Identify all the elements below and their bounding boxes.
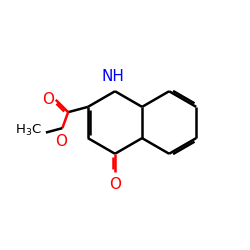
Text: O: O bbox=[109, 177, 121, 192]
Text: NH: NH bbox=[102, 69, 124, 84]
Text: O: O bbox=[42, 92, 54, 107]
Text: O: O bbox=[55, 134, 67, 150]
Text: H$_3$C: H$_3$C bbox=[15, 122, 42, 138]
